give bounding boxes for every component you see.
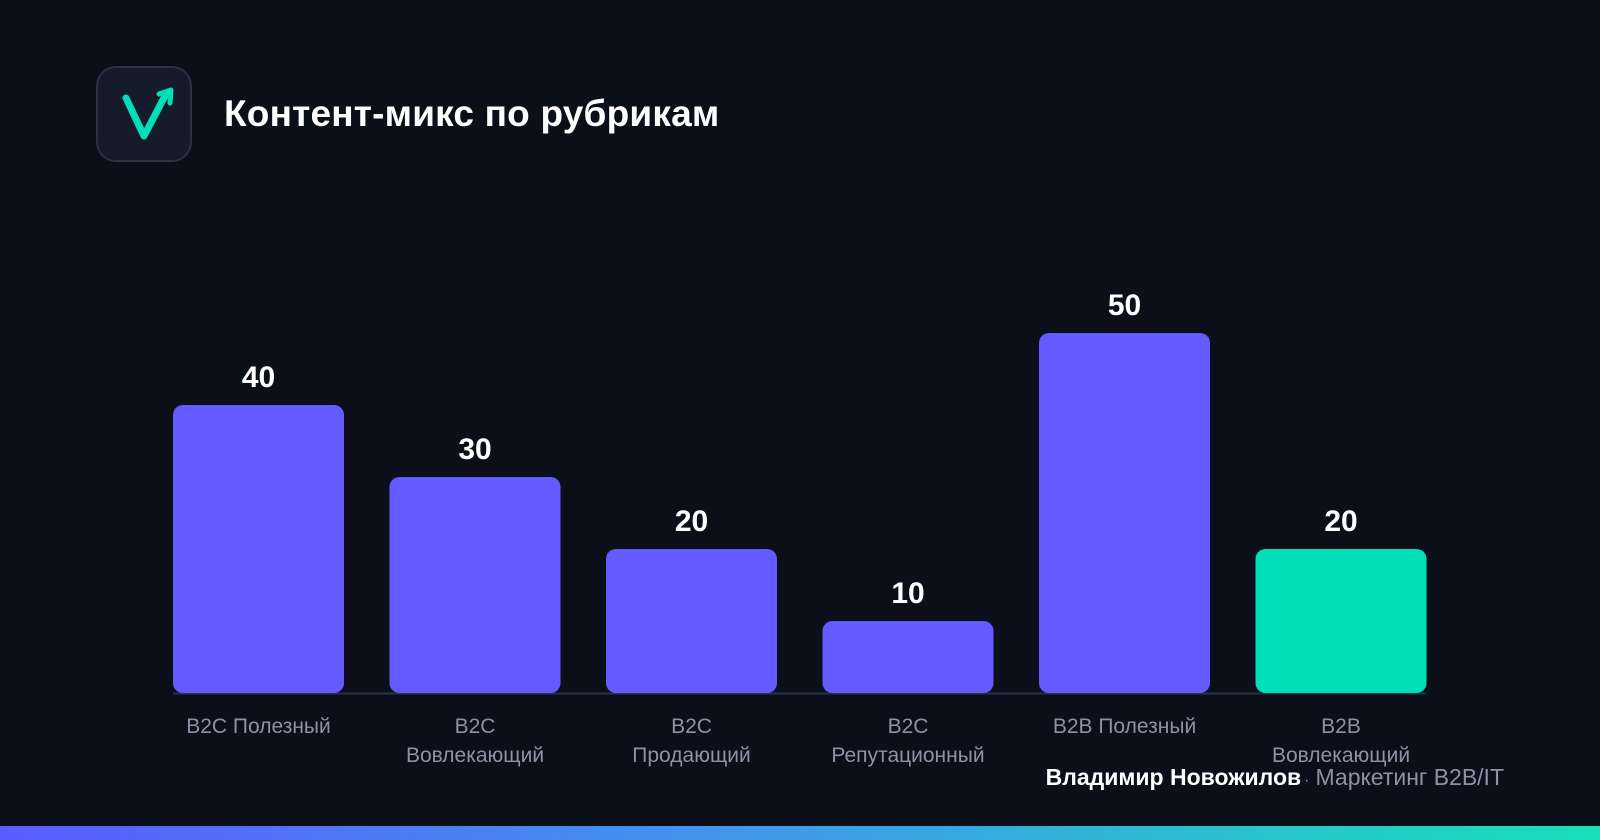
bar-3	[822, 621, 994, 693]
bar-value-label-4: 50	[1108, 289, 1141, 322]
bar-value-label-0: 40	[242, 361, 275, 394]
bar-0	[173, 405, 344, 693]
check-arrow-icon	[122, 87, 174, 140]
bar-value-label-2: 20	[675, 505, 708, 538]
bar-5	[1255, 549, 1427, 693]
category-label-4: B2B Полезный	[1053, 715, 1196, 738]
category-label-1: B2C Вовлекающий	[406, 715, 544, 767]
bar-value-label-3: 10	[891, 577, 924, 610]
category-label-5: B2B Вовлекающий	[1272, 715, 1410, 767]
bar-1	[389, 477, 561, 693]
footer-separator: ·	[1304, 772, 1310, 789]
author-name: Владимир Новожилов	[1045, 764, 1302, 790]
footer-credit: Владимир Новожилов · Маркетинг B2B/IT	[1046, 762, 1504, 796]
page-title: Контент-микс по рубрикам	[224, 93, 720, 134]
bar-value-label-1: 30	[458, 433, 491, 466]
category-label-2: B2C Продающий	[632, 715, 750, 767]
bar-value-label-5: 20	[1324, 505, 1357, 538]
bar-2	[606, 549, 777, 693]
logo-tile	[96, 66, 192, 162]
category-label-0: B2C Полезный	[186, 715, 331, 738]
bar-4	[1039, 333, 1210, 693]
bottom-gradient-strip	[0, 826, 1600, 840]
footer-tagline: Маркетинг B2B/IT	[1315, 764, 1504, 790]
category-label-3: B2C Репутационный	[831, 715, 984, 767]
